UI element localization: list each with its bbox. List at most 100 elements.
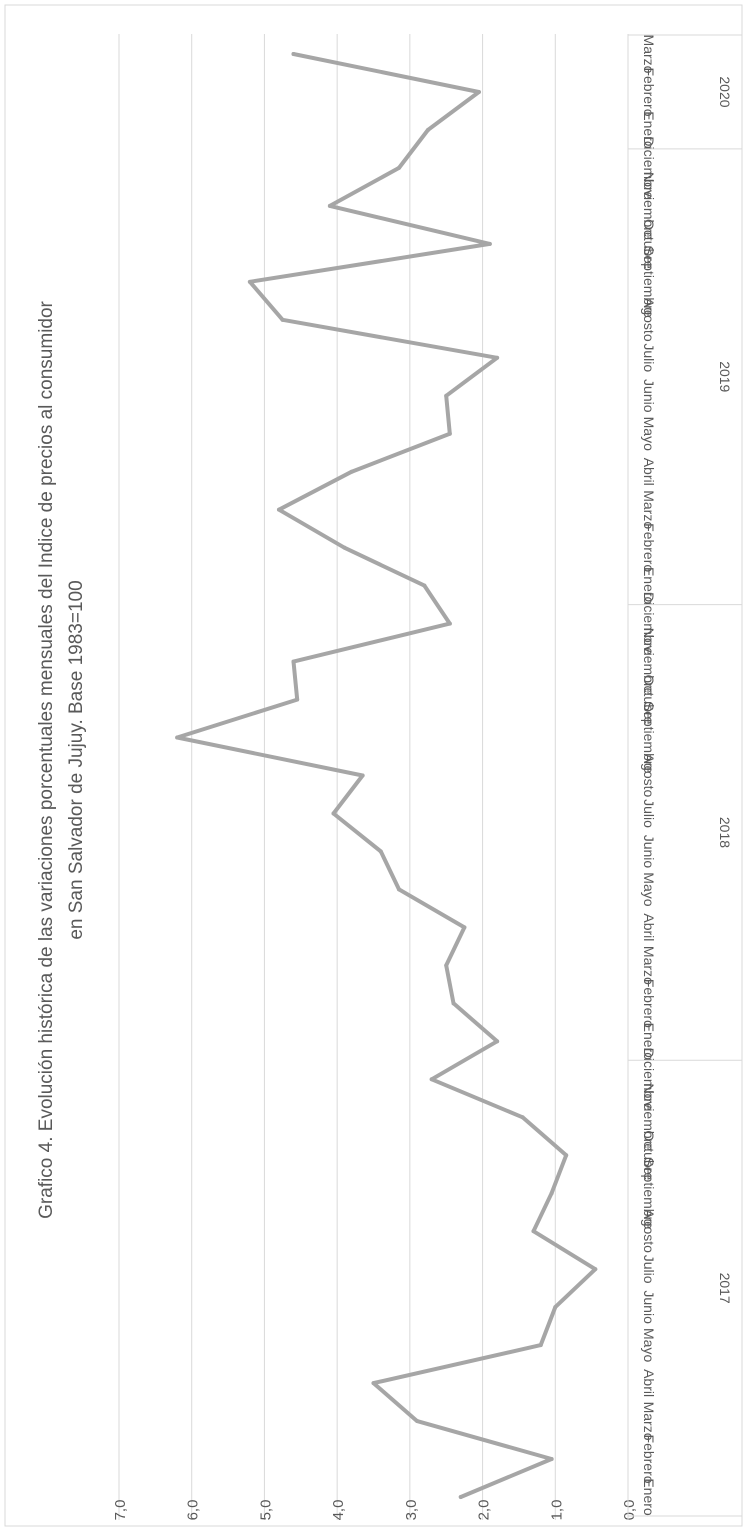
gridlines bbox=[118, 34, 629, 1520]
month-label: Enero bbox=[641, 567, 657, 605]
data-point bbox=[549, 1191, 554, 1196]
y-tick-label: 0,0 bbox=[621, 1500, 638, 1521]
month-label: Mayo bbox=[641, 872, 657, 906]
month-label: Marzo bbox=[641, 490, 657, 529]
data-point bbox=[327, 203, 332, 208]
data-point bbox=[426, 127, 431, 132]
chart-title-line2: en San Salvador de Jujuy. Base 1983=100 bbox=[66, 580, 87, 939]
data-point bbox=[476, 89, 481, 94]
data-point bbox=[593, 1267, 598, 1272]
data-point bbox=[175, 735, 180, 740]
data-point bbox=[349, 469, 354, 474]
month-label: Febrero bbox=[641, 523, 657, 572]
month-label: Agosto bbox=[641, 1209, 657, 1253]
month-label: Octubre bbox=[641, 675, 657, 725]
month-label: Abril bbox=[641, 458, 657, 486]
chart-title: Grafico 4. Evolución histórica de las va… bbox=[36, 300, 87, 1218]
month-label: Julio bbox=[641, 1255, 657, 1284]
data-point bbox=[487, 241, 492, 246]
x-axis-month-labels: EneroFebreroMarzoAbrilMayoJunioJulioAgos… bbox=[641, 35, 657, 1516]
data-point bbox=[495, 355, 500, 360]
month-label: Enero bbox=[641, 111, 657, 149]
data-point bbox=[276, 507, 281, 512]
data-point bbox=[247, 279, 252, 284]
data-point bbox=[549, 1457, 554, 1462]
month-label: Septiembre bbox=[641, 1157, 657, 1229]
month-label: Junio bbox=[641, 835, 657, 869]
month-label: Julio bbox=[641, 343, 657, 372]
month-label: Octubre bbox=[641, 1130, 657, 1180]
data-point bbox=[429, 1077, 434, 1082]
month-label: Septiembre bbox=[641, 702, 657, 774]
data-point bbox=[342, 545, 347, 550]
chart-title-line1: Grafico 4. Evolución histórica de las va… bbox=[36, 300, 57, 1218]
month-label: Noviembre bbox=[641, 628, 657, 696]
month-label: Enero bbox=[641, 1478, 657, 1516]
chart-border bbox=[4, 4, 743, 1527]
data-point bbox=[295, 697, 300, 702]
month-label: Noviembre bbox=[641, 172, 657, 240]
x-axis-year-groups: 2017 2018 2019 2020 bbox=[627, 34, 742, 1520]
year-label: 2019 bbox=[717, 361, 733, 392]
month-label: Enero bbox=[641, 1023, 657, 1061]
data-point bbox=[451, 1001, 456, 1006]
month-label: Julio bbox=[641, 799, 657, 828]
data-point bbox=[462, 925, 467, 930]
month-label: Febrero bbox=[641, 67, 657, 116]
series-line-group bbox=[175, 52, 598, 1499]
data-point bbox=[495, 1039, 500, 1044]
y-tick-label: 7,0 bbox=[112, 1500, 129, 1521]
data-point bbox=[447, 621, 452, 626]
year-label: 2020 bbox=[717, 76, 733, 107]
month-label: Junio bbox=[641, 379, 657, 413]
month-label: Noviembre bbox=[641, 1083, 657, 1151]
y-tick-label: 5,0 bbox=[257, 1500, 274, 1521]
month-label: Octubre bbox=[641, 219, 657, 269]
data-point bbox=[291, 52, 296, 56]
data-point bbox=[396, 165, 401, 170]
y-tick-label: 4,0 bbox=[330, 1500, 347, 1521]
month-label: Abril bbox=[641, 1369, 657, 1397]
month-label: Abril bbox=[641, 913, 657, 941]
month-label: Marzo bbox=[641, 946, 657, 985]
data-point bbox=[444, 393, 449, 398]
year-label: 2018 bbox=[717, 817, 733, 848]
data-point bbox=[538, 1343, 543, 1348]
data-point bbox=[360, 773, 365, 778]
month-label: Marzo bbox=[641, 35, 657, 74]
data-point bbox=[378, 849, 383, 854]
month-label: Diciembre bbox=[641, 592, 657, 655]
y-axis-tick-labels: 0,0 1,0 2,0 3,0 4,0 5,0 6,0 7,0 bbox=[112, 1500, 638, 1521]
month-label: Mayo bbox=[641, 1328, 657, 1362]
month-label: Febrero bbox=[641, 1435, 657, 1484]
data-point bbox=[458, 1495, 463, 1499]
month-label: Junio bbox=[641, 1290, 657, 1324]
y-tick-label: 6,0 bbox=[185, 1500, 202, 1521]
month-label: Febrero bbox=[641, 979, 657, 1028]
month-label: Septiembre bbox=[641, 246, 657, 318]
data-point bbox=[422, 583, 427, 588]
year-label: 2017 bbox=[717, 1273, 733, 1304]
data-point bbox=[280, 317, 285, 322]
data-point bbox=[564, 1153, 569, 1158]
month-label: Mayo bbox=[641, 417, 657, 451]
data-point bbox=[520, 1115, 525, 1120]
month-label: Agosto bbox=[641, 754, 657, 798]
data-point bbox=[553, 1305, 558, 1310]
y-tick-label: 2,0 bbox=[476, 1500, 493, 1521]
data-point bbox=[331, 811, 336, 816]
data-point bbox=[291, 659, 296, 664]
data-point bbox=[531, 1229, 536, 1234]
data-point bbox=[444, 963, 449, 968]
month-label: Diciembre bbox=[641, 1048, 657, 1111]
data-point bbox=[396, 887, 401, 892]
data-point bbox=[415, 1419, 420, 1424]
month-label: Diciembre bbox=[641, 136, 657, 199]
y-tick-label: 3,0 bbox=[403, 1500, 420, 1521]
data-point bbox=[371, 1381, 376, 1386]
month-label: Marzo bbox=[641, 1402, 657, 1441]
month-label: Agosto bbox=[641, 298, 657, 342]
data-point bbox=[447, 431, 452, 436]
y-tick-label: 1,0 bbox=[548, 1500, 565, 1521]
